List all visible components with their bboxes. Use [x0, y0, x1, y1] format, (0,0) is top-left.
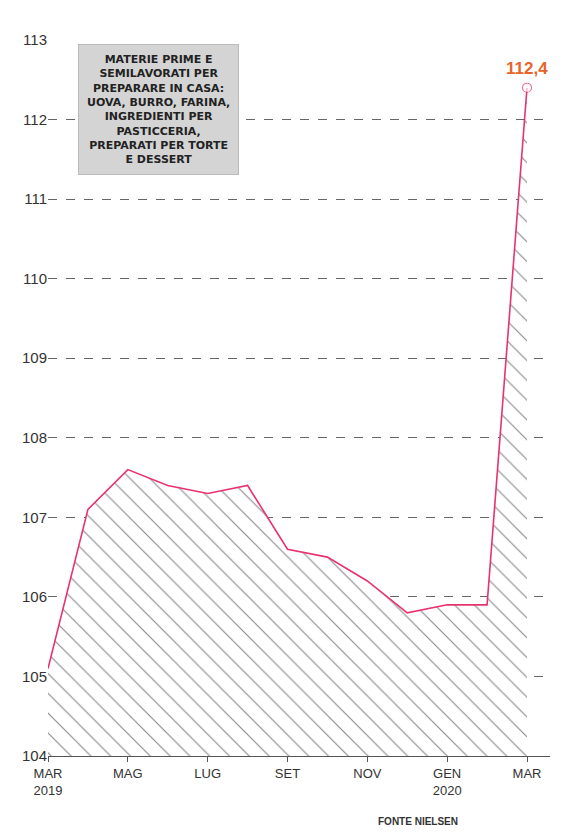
svg-text:MAG: MAG — [113, 766, 143, 781]
svg-text:MAR2019: MAR2019 — [34, 766, 63, 798]
svg-text:111: 111 — [24, 190, 47, 207]
svg-text:112,4: 112,4 — [506, 59, 548, 78]
svg-text:108: 108 — [22, 429, 47, 446]
svg-text:LUG: LUG — [194, 766, 221, 781]
svg-text:112: 112 — [23, 111, 47, 128]
svg-text:104: 104 — [22, 747, 47, 764]
svg-text:NOV: NOV — [353, 766, 382, 781]
svg-text:MATERIE PRIME ESEMILAVORATI PE: MATERIE PRIME ESEMILAVORATI PERPREPARARE… — [87, 53, 230, 166]
svg-text:113: 113 — [23, 31, 47, 48]
svg-text:107: 107 — [22, 509, 47, 526]
svg-text:FONTE NIELSEN: FONTE NIELSEN — [378, 816, 458, 827]
svg-text:SET: SET — [275, 766, 300, 781]
svg-text:106: 106 — [22, 588, 47, 605]
svg-text:110: 110 — [23, 270, 47, 287]
svg-text:109: 109 — [22, 349, 47, 366]
svg-text:GEN2020: GEN2020 — [433, 766, 462, 798]
svg-text:MAR: MAR — [513, 766, 542, 781]
svg-text:105: 105 — [22, 668, 47, 685]
